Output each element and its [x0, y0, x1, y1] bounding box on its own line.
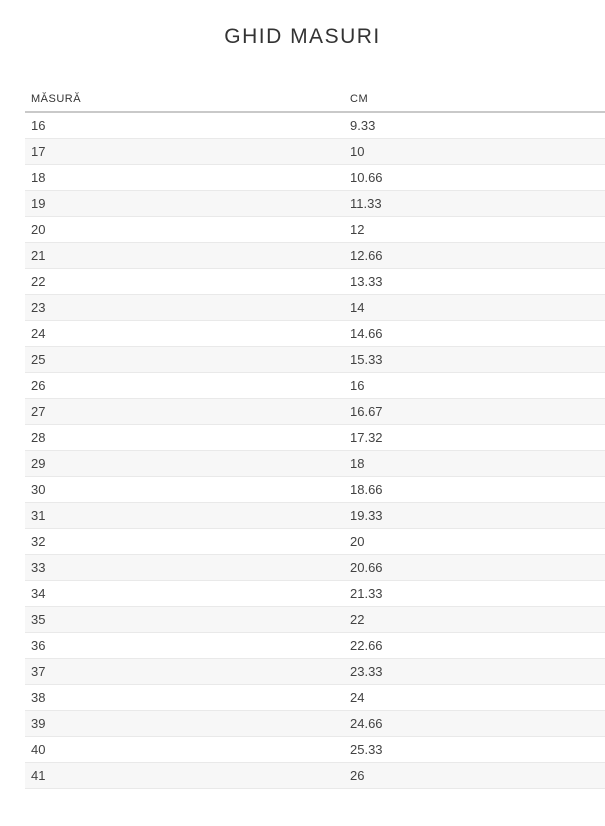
- cm-cell: 25.33: [350, 736, 605, 763]
- size-cell: 26: [25, 372, 350, 399]
- size-cell: 32: [25, 528, 350, 555]
- cm-cell: 17.32: [350, 424, 605, 451]
- cm-cell: 20: [350, 528, 605, 555]
- size-cell: 41: [25, 762, 350, 789]
- size-cell: 28: [25, 424, 350, 451]
- size-cell: 33: [25, 554, 350, 581]
- table-row: 27 16.67: [25, 398, 605, 425]
- table-row: 36 22.66: [25, 632, 605, 659]
- cm-cell: 10: [350, 138, 605, 165]
- column-header-cm: CM: [350, 47, 605, 113]
- size-cell: 36: [25, 632, 350, 659]
- table-row: 41 26: [25, 762, 605, 789]
- header-row: MĂSURĂ CM: [25, 47, 605, 113]
- cm-cell: 22: [350, 606, 605, 633]
- cm-cell: 20.66: [350, 554, 605, 581]
- cm-cell: 9.33: [350, 112, 605, 139]
- table-row: 32 20: [25, 528, 605, 555]
- cm-cell: 18.66: [350, 476, 605, 503]
- size-cell: 23: [25, 294, 350, 321]
- cm-cell: 18: [350, 450, 605, 477]
- page-title: GHID MASURI: [224, 25, 381, 48]
- table-row: 35 22: [25, 606, 605, 633]
- cm-cell: 16: [350, 372, 605, 399]
- cm-cell: 19.33: [350, 502, 605, 529]
- size-cell: 18: [25, 164, 350, 191]
- size-cell: 31: [25, 502, 350, 529]
- size-cell: 40: [25, 736, 350, 763]
- table-row: 21 12.66: [25, 242, 605, 269]
- table-row: 19 11.33: [25, 190, 605, 217]
- table-row: 28 17.32: [25, 424, 605, 451]
- size-cell: 17: [25, 138, 350, 165]
- cm-cell: 16.67: [350, 398, 605, 425]
- size-cell: 27: [25, 398, 350, 425]
- table-row: 39 24.66: [25, 710, 605, 737]
- size-cell: 19: [25, 190, 350, 217]
- cm-cell: 15.33: [350, 346, 605, 373]
- size-cell: 16: [25, 112, 350, 139]
- column-header-size: MĂSURĂ: [25, 47, 350, 113]
- cm-cell: 22.66: [350, 632, 605, 659]
- size-cell: 38: [25, 684, 350, 711]
- cm-cell: 13.33: [350, 268, 605, 295]
- table-row: 16 9.33: [25, 112, 605, 139]
- table-row: 26 16: [25, 372, 605, 399]
- size-cell: 29: [25, 450, 350, 477]
- cm-cell: 14.66: [350, 320, 605, 347]
- size-cell: 34: [25, 580, 350, 607]
- table-row: 40 25.33: [25, 736, 605, 763]
- cm-cell: 10.66: [350, 164, 605, 191]
- cm-cell: 26: [350, 762, 605, 789]
- size-table-header: MĂSURĂ CM: [25, 47, 605, 113]
- table-row: 38 24: [25, 684, 605, 711]
- table-row: 18 10.66: [25, 164, 605, 191]
- table-row: 25 15.33: [25, 346, 605, 373]
- table-row: 29 18: [25, 450, 605, 477]
- size-guide-table: MĂSURĂ CM 16 9.33 17 10 18 10.66 19 11.33 20 12 21…: [25, 47, 605, 789]
- size-table-body: 16 9.33 17 10 18 10.66 19 11.33 20 12 21 12.66 22 13.…: [25, 112, 605, 789]
- cm-cell: 14: [350, 294, 605, 321]
- size-cell: 30: [25, 476, 350, 503]
- size-cell: 20: [25, 216, 350, 243]
- table-row: 22 13.33: [25, 268, 605, 295]
- cm-cell: 11.33: [350, 190, 605, 217]
- cm-cell: 21.33: [350, 580, 605, 607]
- cm-cell: 23.33: [350, 658, 605, 685]
- cm-cell: 12: [350, 216, 605, 243]
- size-cell: 37: [25, 658, 350, 685]
- size-cell: 24: [25, 320, 350, 347]
- table-row: 20 12: [25, 216, 605, 243]
- size-cell: 21: [25, 242, 350, 269]
- size-cell: 22: [25, 268, 350, 295]
- cm-cell: 24.66: [350, 710, 605, 737]
- table-row: 33 20.66: [25, 554, 605, 581]
- table-row: 30 18.66: [25, 476, 605, 503]
- table-row: 37 23.33: [25, 658, 605, 685]
- table-row: 23 14: [25, 294, 605, 321]
- table-row: 34 21.33: [25, 580, 605, 607]
- size-cell: 25: [25, 346, 350, 373]
- table-row: 24 14.66: [25, 320, 605, 347]
- cm-cell: 12.66: [350, 242, 605, 269]
- cm-cell: 24: [350, 684, 605, 711]
- table-row: 31 19.33: [25, 502, 605, 529]
- size-cell: 35: [25, 606, 350, 633]
- size-cell: 39: [25, 710, 350, 737]
- table-row: 17 10: [25, 138, 605, 165]
